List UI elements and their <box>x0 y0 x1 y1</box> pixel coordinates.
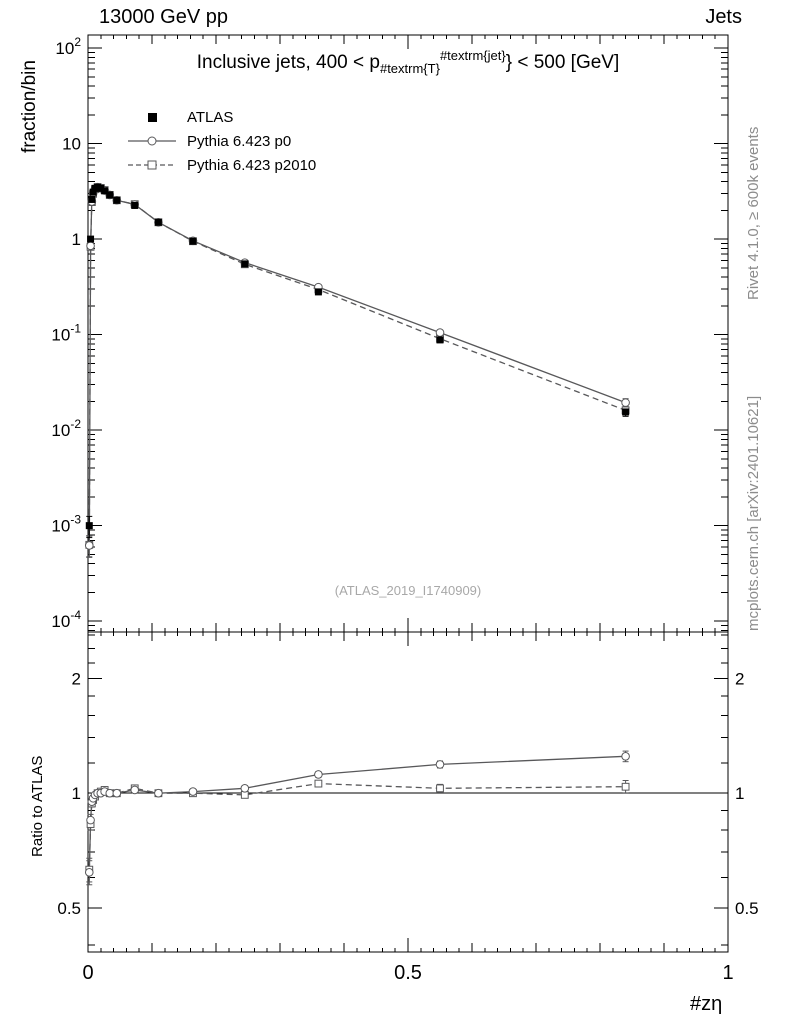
ratio-marker-p0-circle <box>188 787 198 796</box>
legend: ATLAS Pythia 6.423 p0 Pythia 6.423 p2010 <box>126 105 316 177</box>
ratio-marker-p0-circle <box>621 752 630 761</box>
ratio-marker-p0-circle <box>435 760 445 769</box>
main-y-tick-label: 102 <box>55 35 81 58</box>
legend-label-atlas: ATLAS <box>187 108 234 126</box>
legend-label-pythia-p2010: Pythia 6.423 p2010 <box>187 156 317 174</box>
plot-title: Inclusive jets, 400 < p#textrm{T}#textrm… <box>88 48 728 76</box>
marker-atlas-square <box>87 235 95 243</box>
ratio-pythia-p2010-line <box>88 782 626 870</box>
main-y-tick-label: 1 <box>72 230 81 249</box>
ratio-y-tick-label: 0.5 <box>57 899 81 918</box>
x-tick-label: 0 <box>82 962 93 984</box>
pythia-p0-line-icon <box>128 136 176 146</box>
ratio-pythia-p0-line <box>88 755 626 873</box>
marker-atlas-square <box>189 237 197 245</box>
header-analysis-group: Jets <box>705 6 742 28</box>
ratio-marker-p0-circle <box>84 868 94 877</box>
plot-title-superscript: #textrm{jet} <box>439 48 506 63</box>
marker-atlas-square <box>154 218 162 226</box>
ratio-y-tick-label: 1 <box>72 784 81 803</box>
marker-atlas-square <box>436 336 444 344</box>
marker-atlas-square <box>622 408 630 416</box>
main-y-tick-label: 10-1 <box>51 322 81 345</box>
ratio-y-tick-label: 2 <box>72 670 81 689</box>
marker-atlas-square <box>113 196 121 204</box>
marker-p0-circle <box>84 541 94 550</box>
ratio-marker-p0-circle <box>112 788 122 798</box>
marker-atlas-square <box>101 187 109 195</box>
ratio-marker-p0-circle <box>105 788 115 798</box>
main-y-tick-label: 10-3 <box>51 513 81 536</box>
series-pythia-p2010-line <box>88 186 626 545</box>
marker-p0-circle <box>621 398 630 407</box>
x-tick-label: 1 <box>722 962 733 984</box>
atlas-marker-icon <box>148 113 157 122</box>
x-axis-title: #zη <box>690 993 723 1015</box>
ratio-marker-p2010-square <box>621 782 630 791</box>
marker-atlas-square <box>89 188 97 196</box>
marker-atlas-square <box>85 522 93 530</box>
marker-atlas-square <box>131 201 139 209</box>
ratio-marker-p0-circle <box>240 784 250 793</box>
ratio-marker-p0-circle <box>86 815 95 825</box>
main-y-tick-label: 10 <box>62 135 81 154</box>
main-y-tick-label: 10-2 <box>51 417 81 440</box>
legend-label-pythia-p0: Pythia 6.423 p0 <box>187 132 292 150</box>
marker-atlas-square <box>241 260 249 268</box>
pythia-p2010-line-icon <box>128 160 176 170</box>
ratio-y-tick-label: 1 <box>735 784 744 803</box>
marker-atlas-square <box>88 195 96 203</box>
marker-atlas-square <box>97 184 105 192</box>
main-y-tick-label: 10-4 <box>51 608 81 631</box>
plot-title-text: Inclusive jets, 400 < p <box>196 52 380 73</box>
analysis-id-watermark: (ATLAS_2019_I1740909) <box>334 583 482 598</box>
header-beam-energy: 13000 GeV pp <box>99 6 228 28</box>
ratio-marker-p2010-square <box>314 779 323 788</box>
legend-item-atlas: ATLAS <box>126 105 316 129</box>
ratio-marker-p0-circle <box>154 788 163 798</box>
marker-atlas-square <box>106 191 114 199</box>
marker-p0-circle <box>86 241 95 251</box>
marker-p0-circle <box>435 328 445 337</box>
ratio-marker-p0-circle <box>130 785 140 795</box>
ratio-marker-p0-circle <box>314 770 323 779</box>
x-tick-label: 0.5 <box>394 962 422 984</box>
plot-title-suffix: } < 500 [GeV] <box>505 52 620 73</box>
series-pythia-p0-line <box>88 186 626 546</box>
plot-title-subscript: #textrm{T} <box>379 61 440 76</box>
legend-item-pythia-p0: Pythia 6.423 p0 <box>126 129 316 153</box>
ratio-y-tick-label: 0.5 <box>735 899 759 918</box>
ratio-y-tick-label: 2 <box>735 670 744 689</box>
marker-atlas-square <box>314 288 322 296</box>
ratio-marker-p2010-square <box>436 784 444 793</box>
legend-item-pythia-p2010: Pythia 6.423 p2010 <box>126 153 316 177</box>
